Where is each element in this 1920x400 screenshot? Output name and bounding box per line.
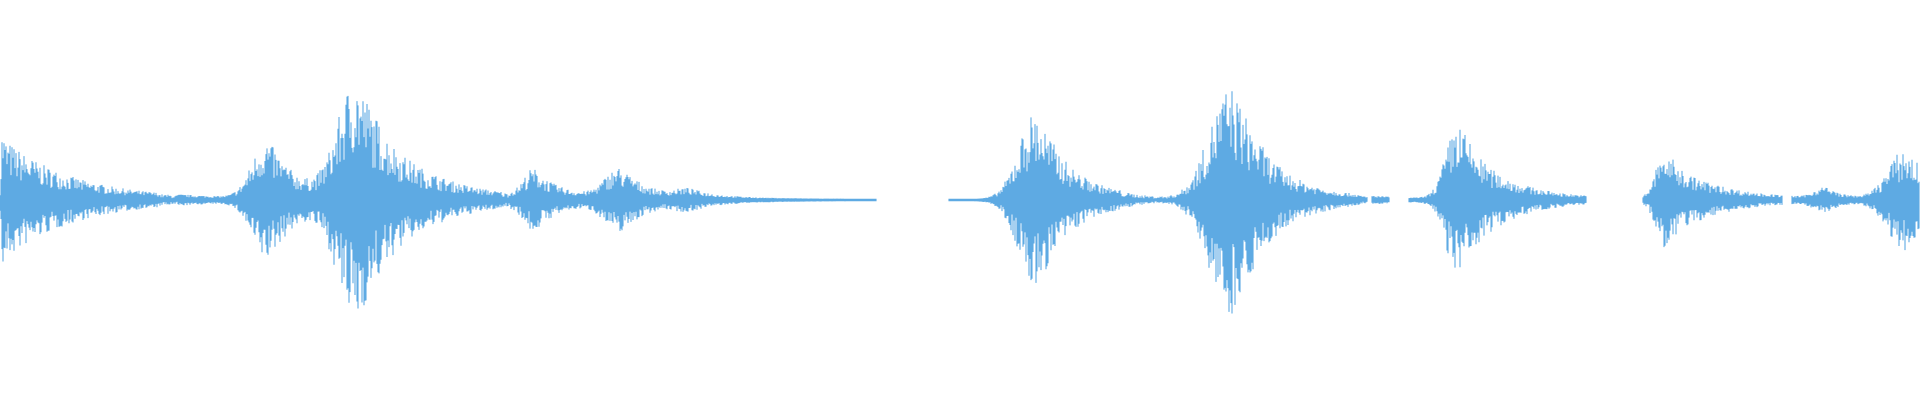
waveform-trace xyxy=(0,91,1920,314)
